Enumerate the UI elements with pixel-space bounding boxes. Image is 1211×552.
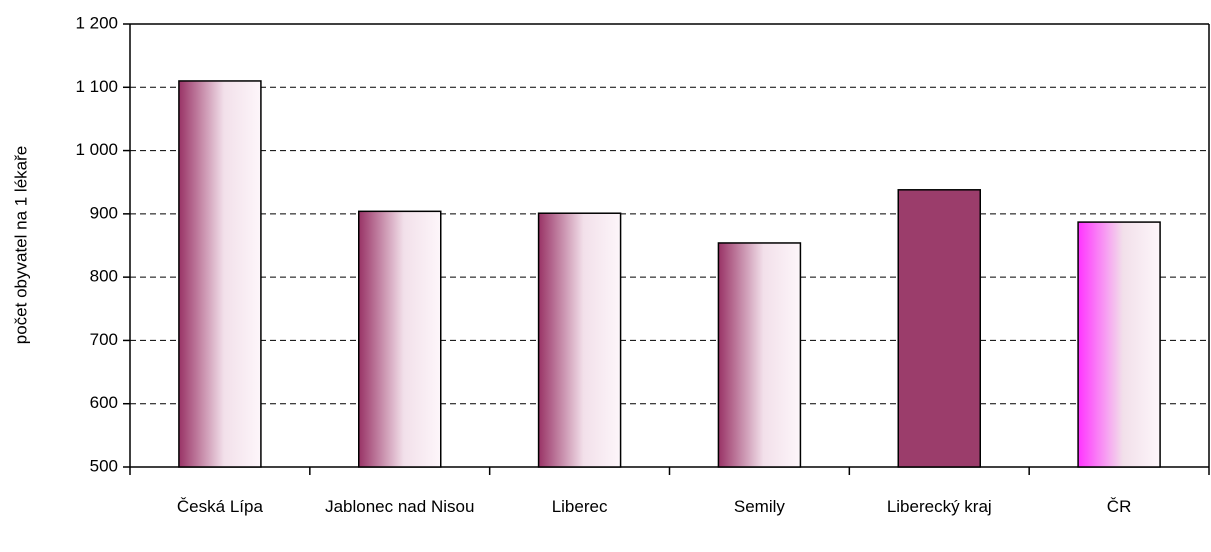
y-tick-label: 900 (90, 203, 118, 222)
x-tick-label: Jablonec nad Nisou (325, 497, 475, 516)
bar (537, 212, 622, 468)
y-tick-label: 800 (90, 267, 118, 286)
bar (358, 210, 442, 468)
bar (897, 189, 981, 468)
y-tick-label: 700 (90, 330, 118, 349)
x-tick-label: ČR (1106, 497, 1132, 516)
bar (717, 242, 802, 468)
y-tick-label: 1 000 (75, 140, 118, 159)
bar (178, 80, 262, 468)
x-tick-label: Semily (733, 497, 785, 516)
y-tick-label: 1 200 (75, 13, 118, 32)
y-tick-label: 1 100 (75, 77, 118, 96)
bar (1077, 221, 1161, 468)
x-tick-label: Česká Lípa (176, 497, 263, 516)
x-tick-label: Liberecký kraj (886, 497, 992, 516)
y-tick-label: 600 (90, 393, 118, 412)
y-tick-label: 500 (90, 456, 118, 475)
x-tick-label: Liberec (551, 497, 608, 516)
y-axis-label: počet obyvatel na 1 lékaře (11, 146, 30, 344)
